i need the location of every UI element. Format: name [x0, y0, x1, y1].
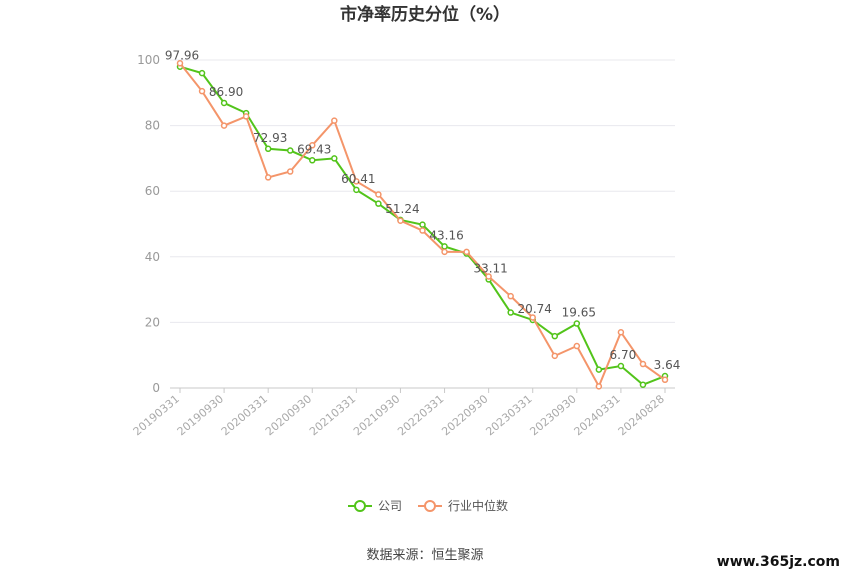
- x-tick-label: 20220331: [395, 392, 446, 438]
- data-label: 86.90: [209, 85, 243, 99]
- data-label: 97.96: [165, 49, 199, 63]
- data-point: [220, 122, 228, 129]
- x-tick-label: 20230930: [527, 392, 578, 438]
- data-point: [331, 155, 338, 162]
- data-point: [595, 366, 603, 373]
- data-label: 69.43: [297, 142, 331, 156]
- data-point: [507, 309, 514, 316]
- data-label: 6.70: [610, 348, 637, 362]
- chart-title: 市净率历史分位（%）: [340, 4, 510, 25]
- series-group: [176, 60, 669, 390]
- data-label: 33.11: [473, 261, 507, 275]
- x-tick-label: 20240828: [616, 392, 667, 438]
- data-point: [661, 376, 669, 384]
- x-tick-label: 20200331: [219, 392, 270, 438]
- watermark: www.365jz.com: [717, 554, 840, 570]
- legend-swatch-marker[interactable]: [424, 500, 436, 512]
- data-point: [198, 87, 206, 95]
- data-label: 43.16: [429, 228, 463, 242]
- y-tick-label: 40: [145, 250, 160, 264]
- data-point: [441, 248, 448, 256]
- y-tick-label: 0: [152, 381, 160, 395]
- data-point: [353, 178, 360, 185]
- data-point: [353, 186, 360, 194]
- data-point: [419, 221, 426, 228]
- x-tick-label: 20190930: [175, 392, 226, 438]
- data-point: [309, 142, 316, 149]
- data-point: [220, 99, 228, 107]
- data-label: 51.24: [385, 202, 419, 216]
- data-point: [529, 314, 536, 321]
- y-tick-label: 20: [145, 315, 160, 329]
- data-point: [242, 113, 250, 120]
- y-axis: 0 20 40 60 80 100: [137, 53, 160, 395]
- data-point: [264, 174, 272, 181]
- legend-swatch-marker[interactable]: [354, 500, 366, 512]
- data-label: 60.41: [341, 172, 375, 186]
- x-tick-label: 20210930: [351, 392, 402, 438]
- x-tick-label: 20210331: [307, 392, 358, 438]
- data-label: 3.64: [654, 358, 681, 372]
- legend-label[interactable]: 公司: [378, 499, 402, 513]
- x-tick-label: 20230331: [483, 392, 534, 438]
- x-tick-label: 20190331: [131, 392, 182, 438]
- data-point: [419, 227, 426, 234]
- data-point: [551, 352, 559, 360]
- data-point: [485, 273, 492, 280]
- data-point: [595, 383, 603, 390]
- data-label: 19.65: [562, 306, 596, 320]
- data-label: 20.74: [518, 302, 552, 316]
- data-point: [397, 217, 404, 224]
- x-tick-label: 20220930: [439, 392, 490, 438]
- legend-label[interactable]: 行业中位数: [448, 498, 508, 513]
- data-point: [639, 381, 647, 388]
- y-tick-label: 100: [137, 53, 160, 67]
- data-point: [463, 248, 470, 256]
- data-point: [309, 157, 316, 164]
- data-point: [331, 117, 338, 124]
- data-point: [264, 145, 272, 153]
- data-point: [176, 60, 184, 67]
- x-tick-label: 20240331: [572, 392, 623, 438]
- y-tick-label: 60: [145, 184, 160, 198]
- y-tick-label: 80: [145, 119, 160, 133]
- data-point: [573, 342, 581, 350]
- legend[interactable]: 公司 行业中位数: [348, 498, 508, 513]
- data-point: [375, 200, 382, 207]
- data-point: [617, 362, 625, 370]
- data-point: [198, 69, 206, 77]
- data-label: 72.93: [253, 131, 287, 145]
- data-point: [617, 328, 625, 336]
- data-point: [375, 191, 382, 198]
- data-point: [507, 292, 514, 300]
- data-labels: 97.96 86.90 72.93 69.43 60.41 51.24 43.16 33.11…: [165, 49, 681, 372]
- x-axis: 2019033120190930202003312020093020210331…: [131, 388, 667, 438]
- source-note: 数据来源：恒生聚源: [366, 548, 483, 563]
- data-point: [573, 320, 581, 327]
- data-point: [551, 332, 559, 340]
- data-point: [639, 360, 647, 368]
- x-tick-label: 20200930: [263, 392, 314, 438]
- data-point: [441, 243, 448, 250]
- data-point: [286, 168, 294, 175]
- data-point: [286, 147, 294, 154]
